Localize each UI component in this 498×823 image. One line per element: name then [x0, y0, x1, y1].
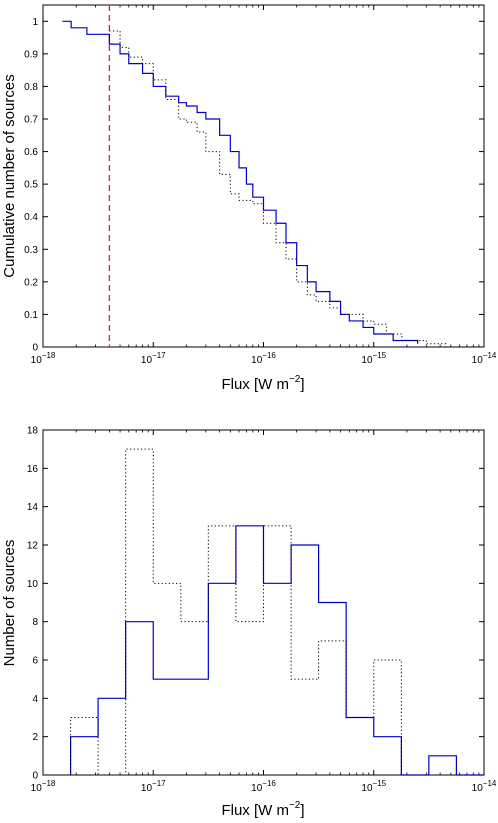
y-tick-label: 0.1 — [24, 310, 38, 321]
x-tick-label: 10−15 — [361, 351, 386, 366]
x-tick-label: 10−18 — [31, 779, 56, 794]
y-tick-label: 0 — [32, 771, 38, 782]
y-tick-label: 1 — [32, 17, 38, 28]
histogram-dotted — [70, 448, 484, 776]
x-tick-exp: −17 — [152, 779, 166, 788]
x-tick-base: 10 — [251, 355, 263, 366]
y-tick-label: 0 — [32, 343, 38, 354]
series-line-dotted — [109, 30, 447, 347]
y-tick-label: 14 — [27, 502, 39, 513]
y-tick-label: 12 — [27, 541, 39, 552]
series-layer — [62, 5, 447, 347]
x-axis-label-end: ] — [300, 376, 304, 393]
x-tick-exp: −18 — [42, 351, 56, 360]
x-tick-base: 10 — [472, 783, 484, 794]
y-tick-label: 4 — [32, 694, 38, 705]
y-tick-label: 10 — [27, 579, 39, 590]
y-tick-label: 0.5 — [24, 180, 38, 191]
y-axis-label: Number of sources — [1, 540, 18, 667]
y-tick-labels: 0 0.1 0.2 0.3 0.4 0.5 0.6 0.7 0.8 0.9 1 — [24, 17, 38, 354]
x-tick-base: 10 — [472, 355, 484, 366]
x-tick-base: 10 — [31, 783, 43, 794]
x-tick-label: 10−14 — [472, 779, 497, 794]
y-tick-label: 6 — [32, 656, 38, 667]
x-axis-label-main: Flux [W m — [221, 802, 289, 819]
x-tick-label: 10−17 — [141, 351, 166, 366]
x-tick-exp: −16 — [262, 351, 276, 360]
x-tick-exp: −14 — [483, 779, 497, 788]
y-tick-label: 0.4 — [24, 212, 38, 223]
x-tick-base: 10 — [361, 783, 373, 794]
plot-frame — [42, 429, 485, 776]
tick-marks — [42, 429, 485, 776]
x-tick-labels: 10−18 10−17 10−16 10−15 10−14 — [31, 779, 497, 794]
x-tick-base: 10 — [141, 355, 153, 366]
tick-marks — [42, 5, 485, 348]
x-tick-base: 10 — [141, 783, 153, 794]
x-axis-label-main: Flux [W m — [221, 376, 289, 393]
series-layer — [70, 448, 484, 776]
y-tick-label: 0.8 — [24, 82, 38, 93]
y-tick-label: 16 — [27, 464, 39, 475]
y-axis-label: Cumulative number of sources — [1, 74, 18, 277]
x-tick-base: 10 — [251, 783, 263, 794]
y-tick-label: 18 — [27, 426, 39, 437]
x-tick-labels: 10−18 10−17 10−16 10−15 10−14 — [31, 351, 497, 366]
x-tick-label: 10−17 — [141, 779, 166, 794]
y-tick-label: 2 — [32, 732, 38, 743]
x-tick-label: 10−15 — [361, 779, 386, 794]
x-axis-label-exp: −2 — [289, 374, 301, 385]
plot-frame — [42, 4, 485, 348]
x-tick-label: 10−18 — [31, 351, 56, 366]
x-axis-label: Flux [W m−2] — [221, 374, 304, 393]
y-tick-label: 8 — [32, 617, 38, 628]
x-tick-exp: −15 — [373, 351, 387, 360]
y-tick-label: 0.9 — [24, 49, 38, 60]
x-tick-base: 10 — [361, 355, 373, 366]
x-tick-label: 10−16 — [251, 351, 276, 366]
x-tick-label: 10−16 — [251, 779, 276, 794]
x-tick-exp: −18 — [42, 779, 56, 788]
x-tick-label: 10−14 — [472, 351, 497, 366]
x-tick-exp: −14 — [483, 351, 497, 360]
series-line-solid — [62, 20, 419, 344]
x-tick-exp: −15 — [373, 779, 387, 788]
cumulative-chart: 00.10.20.30.40.50.60.70.80.91 10−18 10−17… — [1, 4, 497, 393]
x-tick-exp: −16 — [262, 779, 276, 788]
x-axis-label-exp: −2 — [289, 800, 301, 811]
x-tick-exp: −17 — [152, 351, 166, 360]
y-tick-label: 0.2 — [24, 277, 38, 288]
y-tick-label: 0.3 — [24, 245, 38, 256]
x-axis-label: Flux [W m−2] — [221, 800, 304, 819]
x-axis-label-end: ] — [300, 802, 304, 819]
y-tick-label: 0.7 — [24, 115, 38, 126]
y-tick-labels: 0 2 4 6 8 10 12 14 16 18 — [27, 426, 39, 782]
y-tick-label: 0.6 — [24, 147, 38, 158]
x-tick-base: 10 — [31, 355, 43, 366]
